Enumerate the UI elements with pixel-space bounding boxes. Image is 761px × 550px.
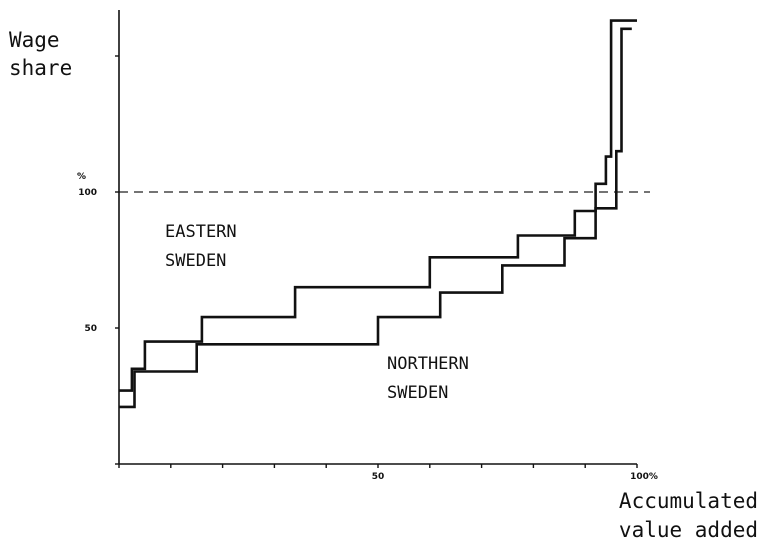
series-line-eastern-sweden <box>119 19 637 392</box>
y-tick-label: 100 <box>78 188 97 198</box>
y-axis-title: Wage <box>9 28 60 52</box>
series-label-eastern-sweden: EASTERN <box>165 222 237 242</box>
y-tick-label: 50 <box>84 324 97 334</box>
y-unit-label: % <box>77 172 86 182</box>
y-axis-title: share <box>9 56 72 80</box>
x-axis-title: value added <box>619 518 758 542</box>
series-label-eastern-sweden: SWEDEN <box>165 251 226 271</box>
label-layer: 50 100% 50 100% EASTERN SWEDEN NORTHERN SWEDEN W… <box>9 28 758 542</box>
x-tick-label: 100% <box>630 472 658 482</box>
series-label-northern-sweden: NORTHERN <box>387 354 469 374</box>
x-axis-title: Accumulated <box>619 489 758 513</box>
series-layer <box>119 19 637 409</box>
series-line-northern-sweden <box>119 27 632 409</box>
axes <box>115 10 638 468</box>
series-label-northern-sweden: SWEDEN <box>387 383 448 403</box>
x-tick-label: 50 <box>372 472 385 482</box>
